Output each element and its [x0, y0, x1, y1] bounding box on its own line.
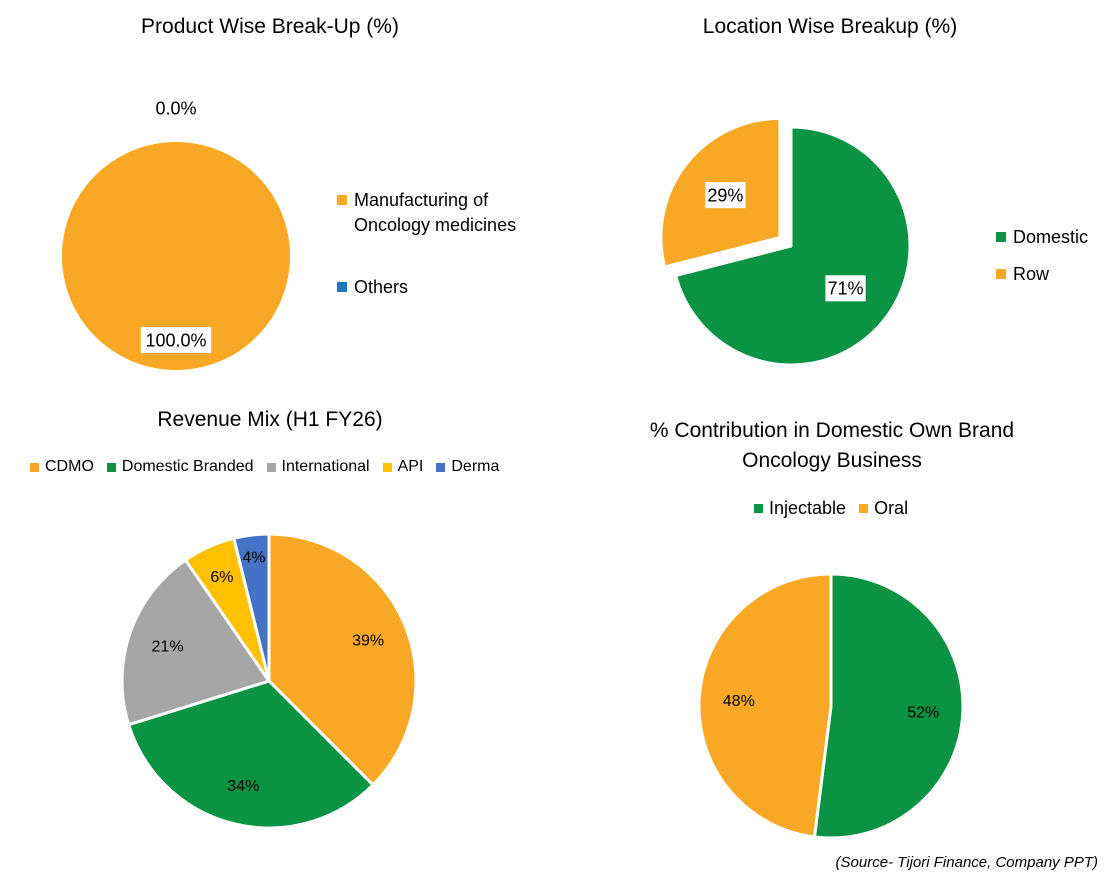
chart3-slice-cdmo [267, 532, 418, 787]
legend-swatch [436, 462, 446, 472]
chart3-legend-international: International [266, 458, 370, 476]
chart1-legend-others: Others [337, 275, 408, 300]
chart3-label-cdmo: 39% [352, 633, 384, 650]
chart3-legend: CDMO Domestic Branded International API … [30, 458, 512, 476]
chart4-label-injectable: 52% [907, 704, 939, 721]
chart1-title: Product Wise Break-Up (%) [141, 15, 399, 38]
chart2-label-domestic: 71% [828, 279, 864, 299]
legend-label: Domestic Branded [121, 458, 254, 475]
legend-swatch [754, 504, 763, 513]
chart4-slice-oral [697, 572, 833, 839]
legend-swatch [337, 195, 347, 205]
legend-label: Derma [451, 458, 500, 475]
legend-label: Domestic [1013, 227, 1089, 247]
legend-swatch [382, 462, 392, 472]
chart2-label-box-row [705, 182, 746, 209]
chart1-label-manufacturing-of-oncology-medicines: 100.0% [145, 330, 206, 350]
chart1-label-others: 0.0% [155, 98, 196, 118]
chart3-title: Revenue Mix (H1 FY26) [157, 408, 383, 431]
chart1-legend-manufacturing: Manufacturing of Oncology medicines [337, 188, 557, 238]
chart1-slice-manufacturing-of-oncology-medicines [60, 140, 292, 372]
chart3-legend-derma: Derma [436, 458, 499, 476]
chart3-label-derma: 4% [242, 550, 265, 567]
chart4-slice-injectable [812, 572, 965, 840]
legend-swatch [859, 504, 869, 513]
chart3-slice-derma [232, 532, 271, 683]
chart3-legend-api: API [382, 458, 424, 476]
source-note: (Source- Tijori Finance, Company PPT) [835, 854, 1098, 871]
chart2-legend-row: Row [996, 262, 1049, 287]
legend-label: Injectable [769, 498, 847, 518]
chart4-legend-oral: Oral [859, 498, 908, 519]
chart2-slice-domestic [674, 125, 912, 367]
legend-swatch [266, 462, 276, 472]
chart4-label-oral: 48% [723, 693, 755, 710]
chart4-legend: Injectable Oral [754, 498, 921, 519]
chart3-label-international: 21% [152, 639, 184, 656]
legend-swatch [30, 462, 39, 472]
chart4-legend-injectable: Injectable [754, 498, 846, 519]
legend-label: API [397, 458, 424, 475]
chart3-legend-cdmo: CDMO [30, 458, 94, 476]
chart3-label-domestic-branded: 34% [227, 778, 259, 795]
chart4-title-line1: % Contribution in Domestic Own Brand [649, 419, 1015, 442]
chart2-title: Location Wise Breakup (%) [702, 15, 958, 38]
chart3-label-api: 6% [210, 569, 233, 586]
chart4-title: % Contribution in Domestic Own Brand Onc… [582, 416, 1082, 476]
legend-label: Oral [874, 498, 909, 518]
chart2-slice-row [659, 116, 782, 269]
chart1-label-box-manufacturing-of-oncology-medicines [140, 326, 212, 353]
chart4-title-line2: Oncology Business [742, 449, 922, 472]
chart3-legend-domestic-branded: Domestic Branded [106, 458, 254, 476]
legend-label: CDMO [45, 458, 94, 475]
legend-label: Row [1013, 264, 1050, 284]
legend-label: International [281, 458, 370, 475]
chart3-slice-api [183, 536, 271, 683]
legend-swatch [996, 232, 1006, 242]
chart2-label-box-domestic [825, 275, 866, 302]
legend-label: Manufacturing of Oncology medicines [354, 190, 517, 235]
chart2-label-row: 29% [707, 185, 743, 205]
legend-swatch [337, 282, 347, 292]
legend-label: Others [354, 277, 409, 297]
chart2-legend-domestic: Domestic [996, 225, 1088, 250]
chart3-slice-domestic-branded [127, 679, 375, 830]
legend-swatch [996, 269, 1006, 279]
chart3-slice-international [120, 558, 271, 727]
legend-swatch [106, 462, 116, 472]
